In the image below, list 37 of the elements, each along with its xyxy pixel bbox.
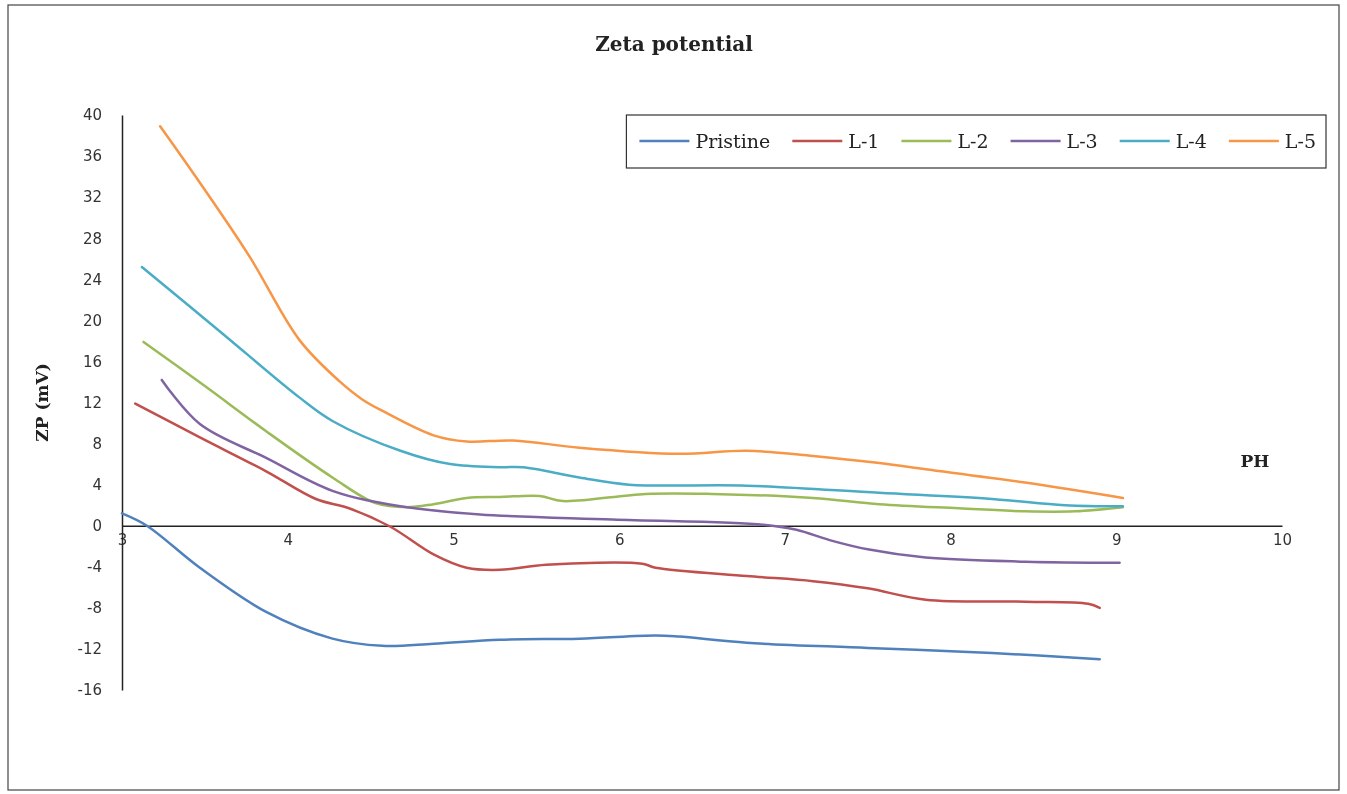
line-series (160, 378, 1121, 564)
x-tick-label: 4 (283, 531, 293, 550)
line-series (134, 402, 1101, 610)
y-tick-label: -16 (77, 681, 102, 700)
legend-label: L-1 (848, 130, 880, 152)
y-tick-label: -12 (77, 640, 102, 659)
line-series (140, 265, 1125, 508)
y-tick-label: -8 (87, 599, 102, 618)
x-axis-title: PH (1240, 451, 1270, 471)
chart-title: Zeta potential (595, 32, 754, 56)
y-tick-label: 20 (82, 311, 102, 330)
line-series (158, 125, 1125, 500)
y-tick-label: 0 (92, 517, 102, 536)
y-tick-label: 16 (82, 352, 102, 371)
legend-label: L-2 (957, 130, 989, 152)
x-tick-label: 5 (449, 531, 459, 550)
y-tick-label: 28 (82, 229, 102, 248)
y-tick-label: 4 (92, 475, 102, 494)
line-series (120, 512, 1101, 661)
x-tick-label: 6 (614, 531, 625, 550)
x-tick-label: 9 (1112, 531, 1122, 550)
y-tick-label: 32 (82, 188, 102, 207)
x-tick-label: 10 (1272, 531, 1293, 550)
x-tick-label: 8 (946, 531, 956, 550)
y-tick-label: 24 (82, 270, 102, 289)
y-tick-label: 40 (82, 106, 102, 125)
legend-label: L-5 (1284, 130, 1316, 152)
legend-label: L-4 (1175, 130, 1207, 152)
y-axis-title: ZP (mV) (32, 363, 52, 442)
y-tick-label: -4 (87, 558, 102, 577)
y-tick-label: 8 (92, 434, 102, 453)
legend-label: Pristine (695, 130, 771, 152)
x-tick-label: 7 (780, 531, 791, 550)
line-series (142, 340, 1125, 513)
legend-label: L-3 (1066, 130, 1098, 152)
y-tick-label: 12 (82, 393, 102, 412)
y-tick-label: 36 (82, 147, 102, 166)
